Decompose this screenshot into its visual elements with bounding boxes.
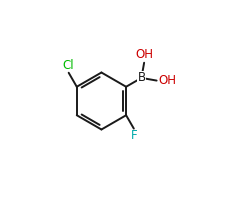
Text: OH: OH — [158, 74, 176, 87]
Text: OH: OH — [135, 48, 153, 61]
Text: B: B — [137, 71, 145, 84]
Text: Cl: Cl — [62, 59, 74, 72]
Text: F: F — [131, 129, 137, 142]
